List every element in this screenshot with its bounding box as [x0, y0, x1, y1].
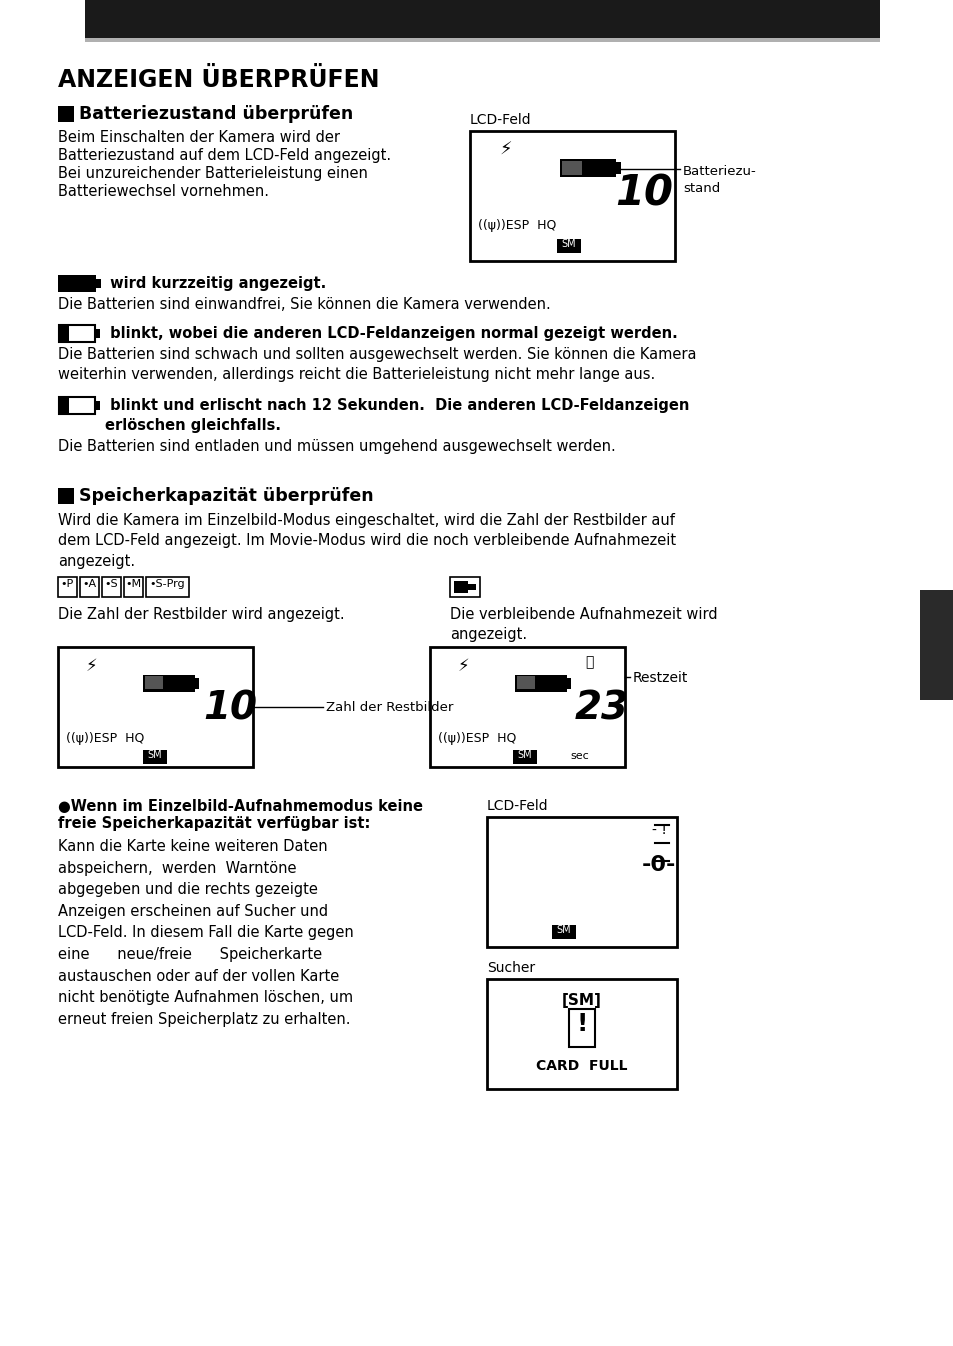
Bar: [486, 817, 677, 948]
Bar: [561, 162, 581, 175]
Text: blinkt und erlischt nach 12 Sekunden.  Die anderen LCD-Feldanzeigen
erlöschen gl: blinkt und erlischt nach 12 Sekunden. Di…: [105, 398, 689, 433]
Text: LCD-Feld: LCD-Feld: [470, 113, 531, 127]
Bar: [559, 159, 616, 178]
Text: 10: 10: [203, 689, 256, 727]
Text: ⚡: ⚡: [86, 657, 97, 674]
Bar: [95, 401, 100, 411]
Text: Restzeit: Restzeit: [633, 672, 688, 685]
Text: •A: •A: [82, 579, 96, 590]
Text: Bei unzureichender Batterieleistung einen: Bei unzureichender Batterieleistung eine…: [58, 166, 368, 180]
Bar: [470, 131, 675, 261]
Text: ●Wenn im Einzelbild-Aufnahmemodus keine: ●Wenn im Einzelbild-Aufnahmemodus keine: [58, 800, 422, 814]
Text: Die Batterien sind entladen und müssen umgehend ausgewechselt werden.: Die Batterien sind entladen und müssen u…: [58, 439, 615, 454]
Text: •S: •S: [104, 579, 117, 590]
Bar: [143, 750, 167, 765]
Text: Speicherkapazität überprüfen: Speicherkapazität überprüfen: [79, 487, 374, 505]
Text: - !: - !: [651, 822, 666, 837]
Bar: [124, 577, 143, 598]
Text: 10: 10: [615, 174, 672, 215]
Text: ((ψ))ESP  HQ: ((ψ))ESP HQ: [66, 732, 144, 744]
Text: SM: SM: [517, 750, 532, 760]
Text: SM: SM: [561, 240, 576, 249]
Text: Die verbleibende Aufnahmezeit wird
angezeigt.: Die verbleibende Aufnahmezeit wird angez…: [450, 607, 717, 642]
Text: LCD-Feld: LCD-Feld: [486, 800, 548, 813]
Bar: [58, 106, 74, 122]
Text: ⚡: ⚡: [457, 657, 469, 674]
Text: sec: sec: [569, 751, 588, 760]
Bar: [58, 324, 61, 342]
Bar: [552, 925, 576, 940]
Bar: [59, 397, 95, 415]
Text: ((ψ))ESP  HQ: ((ψ))ESP HQ: [477, 219, 556, 232]
Bar: [59, 324, 95, 342]
Text: blinkt, wobei die anderen LCD-Feldanzeigen normal gezeigt werden.: blinkt, wobei die anderen LCD-Feldanzeig…: [105, 326, 677, 341]
Bar: [58, 489, 74, 503]
Text: Die Batterien sind schwach und sollten ausgewechselt werden. Sie können die Kame: Die Batterien sind schwach und sollten a…: [58, 347, 696, 382]
Bar: [430, 647, 624, 767]
Text: freie Speicherkapazität verfügbar ist:: freie Speicherkapazität verfügbar ist:: [58, 816, 370, 830]
Bar: [919, 590, 953, 700]
Text: SM: SM: [148, 750, 162, 760]
Bar: [58, 577, 77, 598]
Bar: [59, 398, 69, 413]
Bar: [102, 577, 121, 598]
Text: Die Zahl der Restbilder wird angezeigt.: Die Zahl der Restbilder wird angezeigt.: [58, 607, 344, 622]
Text: -0-: -0-: [641, 855, 676, 875]
Text: Batteriezustand auf dem LCD-Feld angezeigt.: Batteriezustand auf dem LCD-Feld angezei…: [58, 148, 391, 163]
Bar: [80, 577, 99, 598]
Bar: [564, 678, 571, 689]
Text: Batteriewechsel vornehmen.: Batteriewechsel vornehmen.: [58, 184, 269, 199]
Bar: [193, 678, 199, 689]
Bar: [96, 279, 101, 288]
Text: Batteriezu-
stand: Batteriezu- stand: [682, 166, 756, 195]
Bar: [58, 397, 61, 415]
Text: Wird die Kamera im Einzelbild-Modus eingeschaltet, wird die Zahl der Restbilder : Wird die Kamera im Einzelbild-Modus eing…: [58, 513, 676, 569]
Bar: [450, 577, 479, 598]
Text: •P: •P: [60, 579, 73, 590]
Bar: [454, 581, 468, 594]
Bar: [468, 584, 476, 590]
Bar: [58, 275, 96, 292]
Bar: [143, 674, 194, 692]
Bar: [85, 0, 879, 38]
Text: Beim Einschalten der Kamera wird der: Beim Einschalten der Kamera wird der: [58, 131, 339, 145]
Bar: [614, 162, 620, 174]
Bar: [95, 328, 100, 338]
Bar: [568, 1010, 595, 1047]
Bar: [486, 979, 677, 1089]
Text: Kann die Karte keine weiteren Daten
abspeichern,  werden  Warntöne
abgegeben und: Kann die Karte keine weiteren Daten absp…: [58, 839, 354, 1027]
Bar: [85, 38, 879, 42]
Text: ((ψ))ESP  HQ: ((ψ))ESP HQ: [437, 732, 516, 744]
Text: ⚡: ⚡: [499, 141, 512, 159]
Bar: [513, 750, 537, 765]
Text: [SM]: [SM]: [561, 993, 601, 1008]
Text: 23: 23: [575, 689, 628, 727]
Bar: [59, 326, 69, 341]
Bar: [145, 676, 163, 689]
Text: !: !: [576, 1012, 587, 1036]
Text: •S-Prg: •S-Prg: [149, 579, 185, 590]
Text: CARD  FULL: CARD FULL: [536, 1059, 627, 1073]
Bar: [515, 674, 566, 692]
Text: Sucher: Sucher: [486, 961, 535, 975]
Text: ANZEIGEN ÜBERPRÜFEN: ANZEIGEN ÜBERPRÜFEN: [58, 69, 379, 92]
Bar: [557, 240, 580, 253]
Bar: [146, 577, 189, 598]
Text: Zahl der Restbilder: Zahl der Restbilder: [326, 701, 453, 713]
Text: Die Batterien sind einwandfrei, Sie können die Kamera verwenden.: Die Batterien sind einwandfrei, Sie könn…: [58, 297, 550, 312]
Bar: [517, 676, 535, 689]
Text: wird kurzzeitig angezeigt.: wird kurzzeitig angezeigt.: [105, 276, 326, 291]
Text: Batteriezustand überprüfen: Batteriezustand überprüfen: [79, 105, 353, 122]
Text: 🎤: 🎤: [584, 656, 593, 669]
Text: SM: SM: [557, 925, 571, 935]
Bar: [58, 647, 253, 767]
Text: •M: •M: [125, 579, 141, 590]
